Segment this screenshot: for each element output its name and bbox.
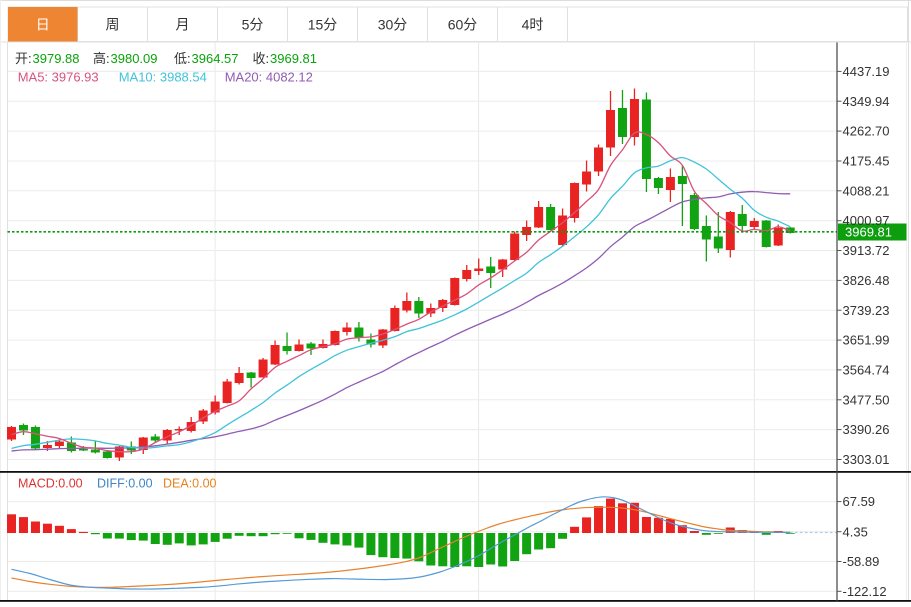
svg-text:3477.50: 3477.50	[843, 392, 890, 407]
svg-text:3913.72: 3913.72	[843, 243, 890, 258]
svg-text:-58.89: -58.89	[843, 554, 880, 569]
svg-text:3980.09: 3980.09	[111, 51, 158, 66]
svg-text:5分: 5分	[242, 17, 264, 33]
svg-text:月: 月	[176, 17, 190, 33]
svg-text:周: 周	[106, 17, 120, 33]
svg-text:-122.12: -122.12	[843, 584, 887, 599]
svg-text:4437.19: 4437.19	[843, 64, 890, 79]
svg-text:DEA:0.00: DEA:0.00	[163, 477, 217, 491]
svg-text:MACD:0.00: MACD:0.00	[18, 477, 83, 491]
svg-text:3739.23: 3739.23	[843, 303, 890, 318]
svg-text:30分: 30分	[378, 17, 408, 33]
svg-text:4.35: 4.35	[843, 524, 868, 539]
svg-text:开:: 开:	[15, 51, 32, 66]
svg-text:MA10: 3988.54: MA10: 3988.54	[119, 70, 207, 85]
svg-text:3979.88: 3979.88	[33, 51, 80, 66]
svg-text:4000.97: 4000.97	[843, 213, 890, 228]
svg-text:60分: 60分	[448, 17, 478, 33]
svg-text:日: 日	[36, 17, 50, 33]
svg-text:4349.94: 4349.94	[843, 94, 890, 109]
svg-text:15分: 15分	[308, 17, 338, 33]
svg-text:3651.99: 3651.99	[843, 333, 890, 348]
svg-text:收:: 收:	[253, 51, 270, 66]
svg-text:高:: 高:	[93, 51, 110, 66]
svg-text:3564.74: 3564.74	[843, 363, 890, 378]
svg-text:4175.45: 4175.45	[843, 154, 890, 169]
svg-text:3969.81: 3969.81	[845, 225, 892, 240]
svg-text:DIFF:0.00: DIFF:0.00	[97, 477, 153, 491]
svg-text:4262.70: 4262.70	[843, 124, 890, 139]
svg-text:4088.21: 4088.21	[843, 183, 890, 198]
svg-text:低:: 低:	[174, 51, 191, 66]
svg-text:MA20: 4082.12: MA20: 4082.12	[225, 70, 313, 85]
svg-text:67.59: 67.59	[843, 494, 876, 509]
svg-text:3969.81: 3969.81	[270, 51, 317, 66]
svg-text:3826.48: 3826.48	[843, 273, 890, 288]
svg-text:MA5: 3976.93: MA5: 3976.93	[18, 70, 99, 85]
svg-text:4时: 4时	[522, 17, 544, 33]
svg-text:3390.26: 3390.26	[843, 422, 890, 437]
svg-text:3964.57: 3964.57	[192, 51, 239, 66]
svg-text:3303.01: 3303.01	[843, 452, 890, 467]
